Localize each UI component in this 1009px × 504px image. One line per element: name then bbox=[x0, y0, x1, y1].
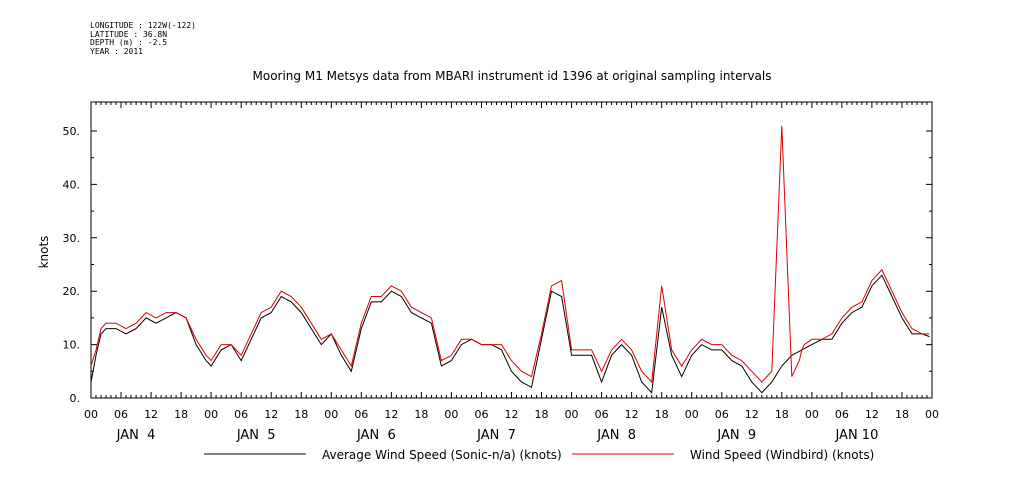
x-tick-label: 06 bbox=[114, 408, 128, 421]
year-text: YEAR : 2011 bbox=[90, 46, 143, 56]
day-label: JAN 10 bbox=[834, 428, 878, 443]
x-tick-label: 00 bbox=[444, 408, 458, 421]
day-label: JAN 8 bbox=[596, 428, 636, 443]
x-tick-label: 00 bbox=[324, 408, 338, 421]
x-tick-label: 12 bbox=[264, 408, 278, 421]
x-tick-label: 00 bbox=[925, 408, 939, 421]
y-axis-label: knots bbox=[37, 236, 51, 269]
x-tick-label: 18 bbox=[174, 408, 188, 421]
x-tick-label: 06 bbox=[715, 408, 729, 421]
x-tick-label: 18 bbox=[775, 408, 789, 421]
legend: Average Wind Speed (Sonic-n/a) (knots) W… bbox=[204, 448, 874, 462]
x-tick-label: 18 bbox=[294, 408, 308, 421]
day-label: JAN 7 bbox=[476, 428, 516, 443]
day-label: JAN 9 bbox=[716, 428, 756, 443]
x-tick-label: 18 bbox=[414, 408, 428, 421]
y-tick-label: 20. bbox=[63, 285, 81, 298]
day-label: JAN 4 bbox=[116, 428, 156, 443]
x-tick-label: 00 bbox=[204, 408, 218, 421]
x-tick-label: 12 bbox=[865, 408, 879, 421]
chart-title: Mooring M1 Metsys data from MBARI instru… bbox=[253, 69, 772, 83]
latitude-text: LATITUDE : 36.8N bbox=[90, 29, 168, 39]
y-tick-labels: 0. 10. 20. 30. 40. 50. bbox=[63, 125, 81, 405]
y-tick-label: 30. bbox=[63, 232, 81, 245]
legend-label-windbird: Wind Speed (Windbird) (knots) bbox=[690, 448, 874, 462]
x-tick-label: 06 bbox=[234, 408, 248, 421]
x-tick-label: 00 bbox=[685, 408, 699, 421]
x-tick-label: 12 bbox=[505, 408, 519, 421]
x-tick-label: 12 bbox=[384, 408, 398, 421]
legend-label-average: Average Wind Speed (Sonic-n/a) (knots) bbox=[322, 448, 562, 462]
series-line-average bbox=[90, 274, 930, 394]
longitude-text: LONGITUDE : 122W(-122) bbox=[90, 21, 196, 30]
series-line-windbird bbox=[90, 125, 930, 384]
x-tick-label: 12 bbox=[745, 408, 759, 421]
depth-text: DEPTH (m) : -2.5 bbox=[90, 38, 168, 48]
x-tick-label: 06 bbox=[835, 408, 849, 421]
x-tick-label: 12 bbox=[625, 408, 639, 421]
x-tick-label: 06 bbox=[354, 408, 368, 421]
x-tick-label: 18 bbox=[895, 408, 909, 421]
x-tick-label: 00 bbox=[565, 408, 579, 421]
x-tick-label: 00 bbox=[805, 408, 819, 421]
day-label: JAN 5 bbox=[236, 428, 276, 443]
x-tick-label: 06 bbox=[474, 408, 488, 421]
y-tick-label: 0. bbox=[70, 392, 81, 405]
day-label: JAN 6 bbox=[356, 428, 396, 443]
series-lines bbox=[90, 125, 930, 394]
metadata-block: LONGITUDE : 122W(-122) LATITUDE : 36.8N … bbox=[90, 21, 196, 56]
x-tick-label: 18 bbox=[655, 408, 669, 421]
x-tick-label: 06 bbox=[595, 408, 609, 421]
x-tick-label: 12 bbox=[144, 408, 158, 421]
day-labels: JAN 4 JAN 5 JAN 6 JAN 7 JAN 8 JAN 9 JAN 10 bbox=[116, 428, 879, 443]
y-tick-label: 50. bbox=[63, 125, 81, 138]
tick-marks bbox=[90, 102, 933, 399]
axis-ticks bbox=[90, 102, 933, 399]
x-tick-label: 00 bbox=[84, 408, 98, 421]
plot-frame bbox=[90, 101, 933, 399]
x-tick-labels: 00 06 12 18 00 06 12 18 00 06 12 18 00 06 12 18 00 06 12 18… bbox=[84, 408, 939, 421]
y-tick-label: 10. bbox=[63, 339, 81, 352]
x-tick-label: 18 bbox=[535, 408, 549, 421]
y-tick-label: 40. bbox=[63, 178, 81, 191]
